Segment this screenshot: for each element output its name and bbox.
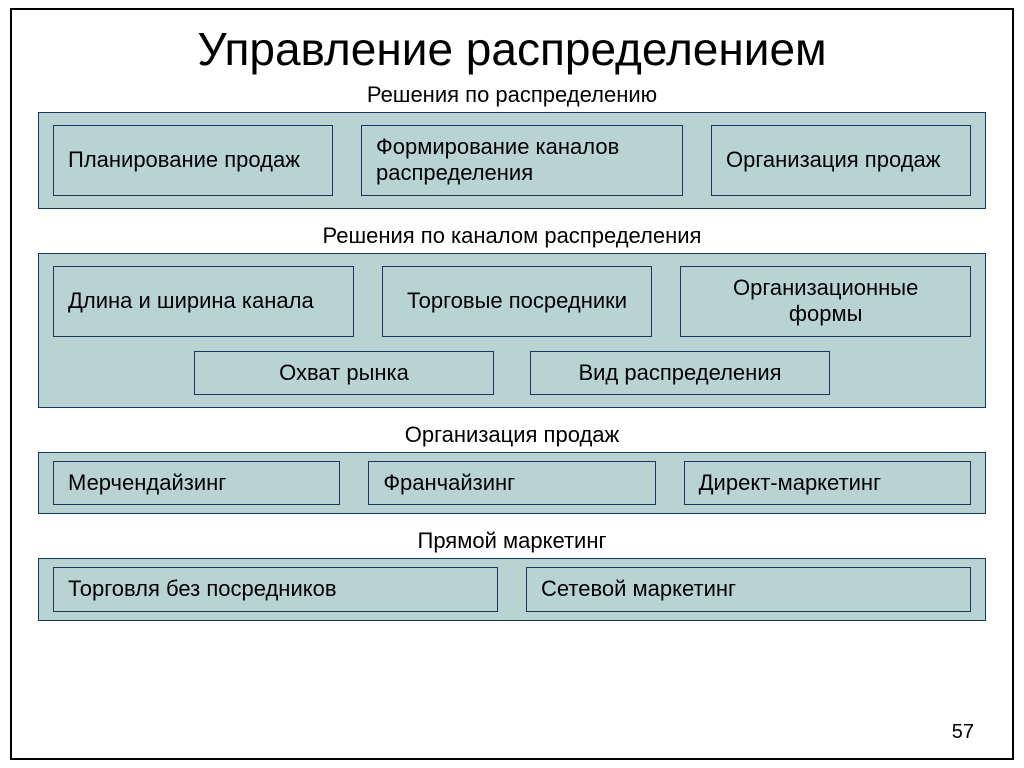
box-distribution-type: Вид распределения [530, 351, 830, 395]
box-merchandising: Мерчендайзинг [53, 461, 340, 505]
box-org-forms: Организационные формы [680, 266, 971, 337]
box-channel-formation: Формирование каналов распределения [361, 125, 683, 196]
group-4-row-1: Торговля без посредников Сетевой маркети… [53, 567, 971, 611]
box-direct-marketing: Директ-маркетинг [684, 461, 971, 505]
group-2-row-1: Длина и ширина канала Торговые посредник… [53, 266, 971, 337]
box-franchising: Франчайзинг [368, 461, 655, 505]
box-network-marketing: Сетевой маркетинг [526, 567, 971, 611]
box-channel-length-width: Длина и ширина канала [53, 266, 354, 337]
group-3-row-1: Мерчендайзинг Франчайзинг Директ-маркети… [53, 461, 971, 505]
box-trade-intermediaries: Торговые посредники [382, 266, 653, 337]
slide-frame: Управление распределением Решения по рас… [10, 8, 1014, 760]
box-planning-sales: Планирование продаж [53, 125, 333, 196]
slide-title: Управление распределением [38, 22, 986, 76]
section-label-4: Прямой маркетинг [38, 528, 986, 554]
box-trade-no-intermediaries: Торговля без посредников [53, 567, 498, 611]
box-market-coverage: Охват рынка [194, 351, 494, 395]
box-sales-organization: Организация продаж [711, 125, 971, 196]
section-label-1: Решения по распределению [38, 82, 986, 108]
page-number: 57 [952, 721, 974, 744]
section-label-3: Организация продаж [38, 422, 986, 448]
group-1-row-1: Планирование продаж Формирование каналов… [53, 125, 971, 196]
group-2: Длина и ширина канала Торговые посредник… [38, 253, 986, 408]
group-2-row-2: Охват рынка Вид распределения [53, 351, 971, 395]
group-1: Планирование продаж Формирование каналов… [38, 112, 986, 209]
section-label-2: Решения по каналом распределения [38, 223, 986, 249]
group-3: Мерчендайзинг Франчайзинг Директ-маркети… [38, 452, 986, 514]
group-4: Торговля без посредников Сетевой маркети… [38, 558, 986, 620]
